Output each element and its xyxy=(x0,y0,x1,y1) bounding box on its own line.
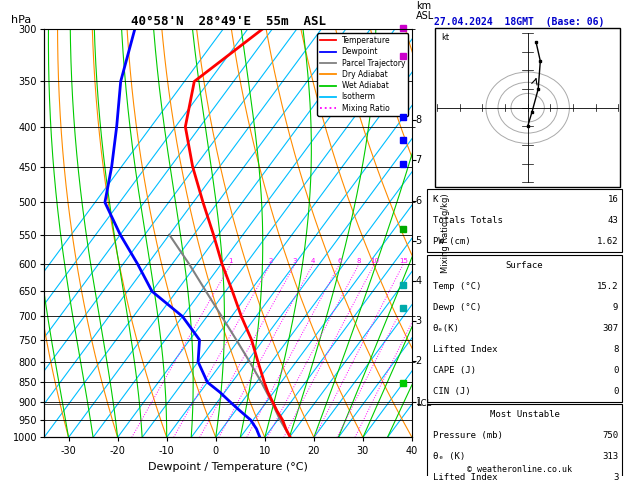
Text: Pressure (mb): Pressure (mb) xyxy=(433,431,503,440)
Bar xyxy=(435,28,620,187)
Text: 27.04.2024  18GMT  (Base: 06): 27.04.2024 18GMT (Base: 06) xyxy=(434,17,604,27)
Text: 750: 750 xyxy=(602,431,618,440)
Text: LCL: LCL xyxy=(416,399,431,408)
Text: 2: 2 xyxy=(416,356,422,366)
Text: 0: 0 xyxy=(613,387,618,396)
Text: θₑ (K): θₑ (K) xyxy=(433,452,465,461)
Text: km
ASL: km ASL xyxy=(416,1,434,21)
Bar xyxy=(426,255,623,401)
Text: 16: 16 xyxy=(608,195,618,204)
Text: 15: 15 xyxy=(399,258,408,264)
Text: CIN (J): CIN (J) xyxy=(433,387,470,396)
Text: © weatheronline.co.uk: © weatheronline.co.uk xyxy=(467,465,572,474)
Text: 3: 3 xyxy=(292,258,298,264)
Text: 10: 10 xyxy=(370,258,379,264)
Text: Lifted Index: Lifted Index xyxy=(433,345,498,354)
Legend: Temperature, Dewpoint, Parcel Trajectory, Dry Adiabat, Wet Adiabat, Isotherm, Mi: Temperature, Dewpoint, Parcel Trajectory… xyxy=(317,33,408,116)
Text: hPa: hPa xyxy=(11,15,31,25)
Text: K: K xyxy=(433,195,438,204)
Text: kt: kt xyxy=(442,33,449,42)
Text: 15.2: 15.2 xyxy=(597,282,618,291)
Text: 8: 8 xyxy=(416,115,422,125)
Text: 3: 3 xyxy=(613,473,618,482)
Text: 4: 4 xyxy=(416,276,422,286)
Text: 0: 0 xyxy=(613,365,618,375)
Bar xyxy=(426,190,623,252)
Text: CAPE (J): CAPE (J) xyxy=(433,365,476,375)
Text: 5: 5 xyxy=(416,236,422,246)
Text: Mixing Ratio (g/kg): Mixing Ratio (g/kg) xyxy=(442,193,450,273)
Text: Dewp (°C): Dewp (°C) xyxy=(433,303,481,312)
Text: 313: 313 xyxy=(602,452,618,461)
Text: Surface: Surface xyxy=(506,260,543,270)
Title: 40°58'N  28°49'E  55m  ASL: 40°58'N 28°49'E 55m ASL xyxy=(130,15,326,28)
Text: 4: 4 xyxy=(311,258,315,264)
Text: 3: 3 xyxy=(416,316,422,326)
Text: 9: 9 xyxy=(613,303,618,312)
Text: 1: 1 xyxy=(416,397,422,407)
Text: θₑ(K): θₑ(K) xyxy=(433,324,460,332)
Text: PW (cm): PW (cm) xyxy=(433,237,470,246)
Text: 1.62: 1.62 xyxy=(597,237,618,246)
Text: 8: 8 xyxy=(613,345,618,354)
Text: 8: 8 xyxy=(357,258,361,264)
Text: 6: 6 xyxy=(337,258,342,264)
Text: 6: 6 xyxy=(416,195,422,206)
Text: 307: 307 xyxy=(602,324,618,332)
X-axis label: Dewpoint / Temperature (°C): Dewpoint / Temperature (°C) xyxy=(148,462,308,472)
Text: Lifted Index: Lifted Index xyxy=(433,473,498,482)
Text: Most Unstable: Most Unstable xyxy=(489,410,559,419)
Text: 43: 43 xyxy=(608,216,618,226)
Text: 1: 1 xyxy=(228,258,233,264)
Text: 2: 2 xyxy=(268,258,272,264)
Text: Totals Totals: Totals Totals xyxy=(433,216,503,226)
Text: Temp (°C): Temp (°C) xyxy=(433,282,481,291)
Bar xyxy=(426,404,623,486)
Text: 7: 7 xyxy=(416,156,422,165)
